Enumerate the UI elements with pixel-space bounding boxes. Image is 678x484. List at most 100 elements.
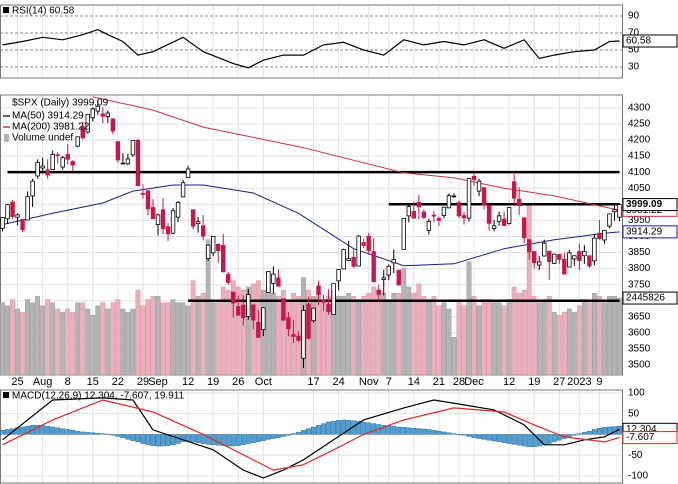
histogram-bar (220, 434, 226, 446)
histogram-bar (496, 434, 502, 443)
candle-body (386, 265, 391, 276)
candle-body (612, 209, 617, 213)
volume-bar (245, 286, 251, 376)
volume-bar (592, 293, 597, 376)
volume-bar (391, 293, 397, 376)
histogram-bar (386, 425, 392, 435)
x-tick-label: Aug (33, 376, 53, 388)
volume-bar (140, 305, 146, 376)
volume-bar (311, 296, 316, 376)
candle-body (431, 214, 437, 217)
histogram-bar (70, 430, 76, 435)
histogram-bar (431, 430, 437, 435)
volume-bar (346, 293, 352, 376)
histogram-bar (85, 432, 91, 435)
volume-bar (597, 296, 602, 376)
volume-bar (486, 299, 492, 376)
y-tick-label: -50 (628, 450, 643, 461)
candle-body (547, 250, 552, 262)
volume-bar (85, 308, 91, 376)
histogram-bar (170, 434, 176, 446)
histogram-bar (511, 434, 517, 445)
candle-body (496, 215, 502, 222)
histogram-bar (597, 427, 602, 435)
volume-bar (416, 283, 422, 376)
histogram-bar (526, 434, 532, 448)
histogram-bar (576, 433, 582, 435)
candle-body (10, 201, 15, 217)
value-tag-box (622, 291, 678, 305)
volume-bar (556, 315, 562, 376)
value-tag-box (622, 431, 678, 445)
volume-bar (546, 296, 552, 376)
histogram-bar (306, 428, 311, 435)
candle-body (326, 303, 331, 313)
histogram-bar (451, 433, 457, 435)
x-tick-label: 27 (553, 376, 565, 388)
candle-body (516, 198, 522, 206)
candle-body (0, 217, 5, 229)
histogram-bar (260, 434, 266, 441)
volume-bar (536, 302, 542, 376)
candle-body (85, 113, 90, 133)
candle-body (562, 258, 567, 275)
x-tick-label: Sep (148, 376, 168, 388)
candle-body (296, 335, 301, 341)
histogram-bar (65, 429, 71, 435)
candle-body (411, 210, 417, 219)
candle-body (376, 289, 381, 295)
volume-bar (381, 293, 387, 376)
histogram-bar (75, 430, 81, 435)
candle-body (45, 169, 50, 176)
histogram-bar (225, 434, 231, 447)
candle-body (521, 217, 527, 239)
candle-body (336, 269, 341, 282)
x-tick-label: 12 (503, 376, 515, 388)
moving-average (92, 96, 620, 211)
x-tick-label: 12 (182, 376, 194, 388)
candle-body (70, 161, 75, 166)
volume-bar (521, 289, 527, 376)
y-tick-label: 90 (628, 11, 640, 22)
volume-bar (65, 308, 71, 376)
volume-bar (115, 299, 121, 376)
candle-body (542, 242, 547, 257)
volume-bar (205, 239, 211, 376)
candle-body (261, 307, 266, 331)
x-tick-label: 19 (528, 376, 540, 388)
candle-body (416, 201, 422, 208)
histogram-bar (100, 433, 106, 435)
candle-body (471, 175, 477, 180)
candle-body (55, 154, 60, 156)
histogram-bar (476, 434, 482, 439)
y-tick-label: 100 (628, 388, 645, 399)
value-tag: -7.607 (626, 432, 655, 443)
volume-bar (401, 267, 407, 376)
x-tick-label: 26 (232, 376, 244, 388)
candle-body (190, 209, 196, 227)
histogram-bar (336, 420, 341, 435)
candle-body (617, 204, 622, 218)
x-tick-label: 2023 (567, 376, 591, 388)
histogram-bar (346, 420, 352, 435)
histogram-bar (45, 425, 51, 435)
histogram-bar (270, 434, 276, 439)
x-tick-label: 29 (137, 376, 149, 388)
candle-body (221, 245, 226, 273)
histogram-bar (331, 420, 336, 435)
candle-body (226, 273, 231, 283)
histogram-bar (25, 425, 30, 435)
indicator-line (2, 397, 620, 479)
volume-bar (461, 305, 467, 376)
volume-bar (50, 302, 56, 376)
candle-body (552, 253, 557, 264)
candle-body (321, 299, 326, 303)
histogram-bar (55, 427, 61, 435)
histogram-bar (602, 427, 607, 435)
value-tag: 3999.09 (626, 199, 663, 210)
volume-bar (476, 305, 482, 376)
candle-body (587, 255, 592, 267)
x-tick-label: 7 (386, 376, 392, 388)
candle-body (125, 158, 131, 165)
